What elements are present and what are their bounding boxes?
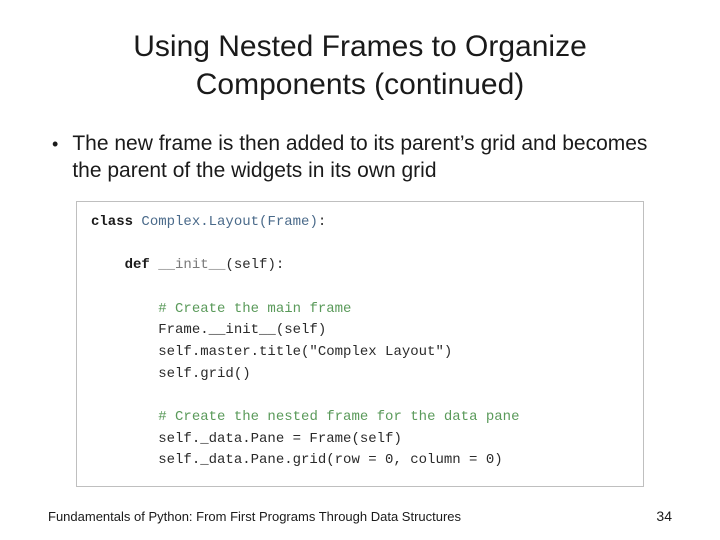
code-line: self._data.Pane = Frame(self)	[91, 429, 629, 451]
code-line	[91, 277, 629, 299]
code-line: def __init__(self):	[91, 255, 629, 277]
code-line	[91, 233, 629, 255]
footer: Fundamentals of Python: From First Progr…	[48, 508, 672, 524]
bullet-text: The new frame is then added to its paren…	[72, 131, 672, 185]
page-number: 34	[656, 508, 672, 524]
bullet-item: • The new frame is then added to its par…	[48, 131, 672, 185]
code-line	[91, 385, 629, 407]
code-line: self._data.Pane.grid(row = 0, column = 0…	[91, 450, 629, 472]
code-line: self.grid()	[91, 364, 629, 386]
code-line: # Create the main frame	[91, 299, 629, 321]
code-line: Frame.__init__(self)	[91, 320, 629, 342]
code-line: # Create the nested frame for the data p…	[91, 407, 629, 429]
footer-text: Fundamentals of Python: From First Progr…	[48, 509, 461, 524]
code-line: self.master.title("Complex Layout")	[91, 342, 629, 364]
slide: Using Nested Frames to Organize Componen…	[0, 0, 720, 540]
slide-title: Using Nested Frames to Organize Componen…	[48, 28, 672, 103]
bullet-marker: •	[52, 133, 58, 156]
code-block: class Complex.Layout(Frame): def __init_…	[76, 201, 644, 487]
code-line: class Complex.Layout(Frame):	[91, 212, 629, 234]
